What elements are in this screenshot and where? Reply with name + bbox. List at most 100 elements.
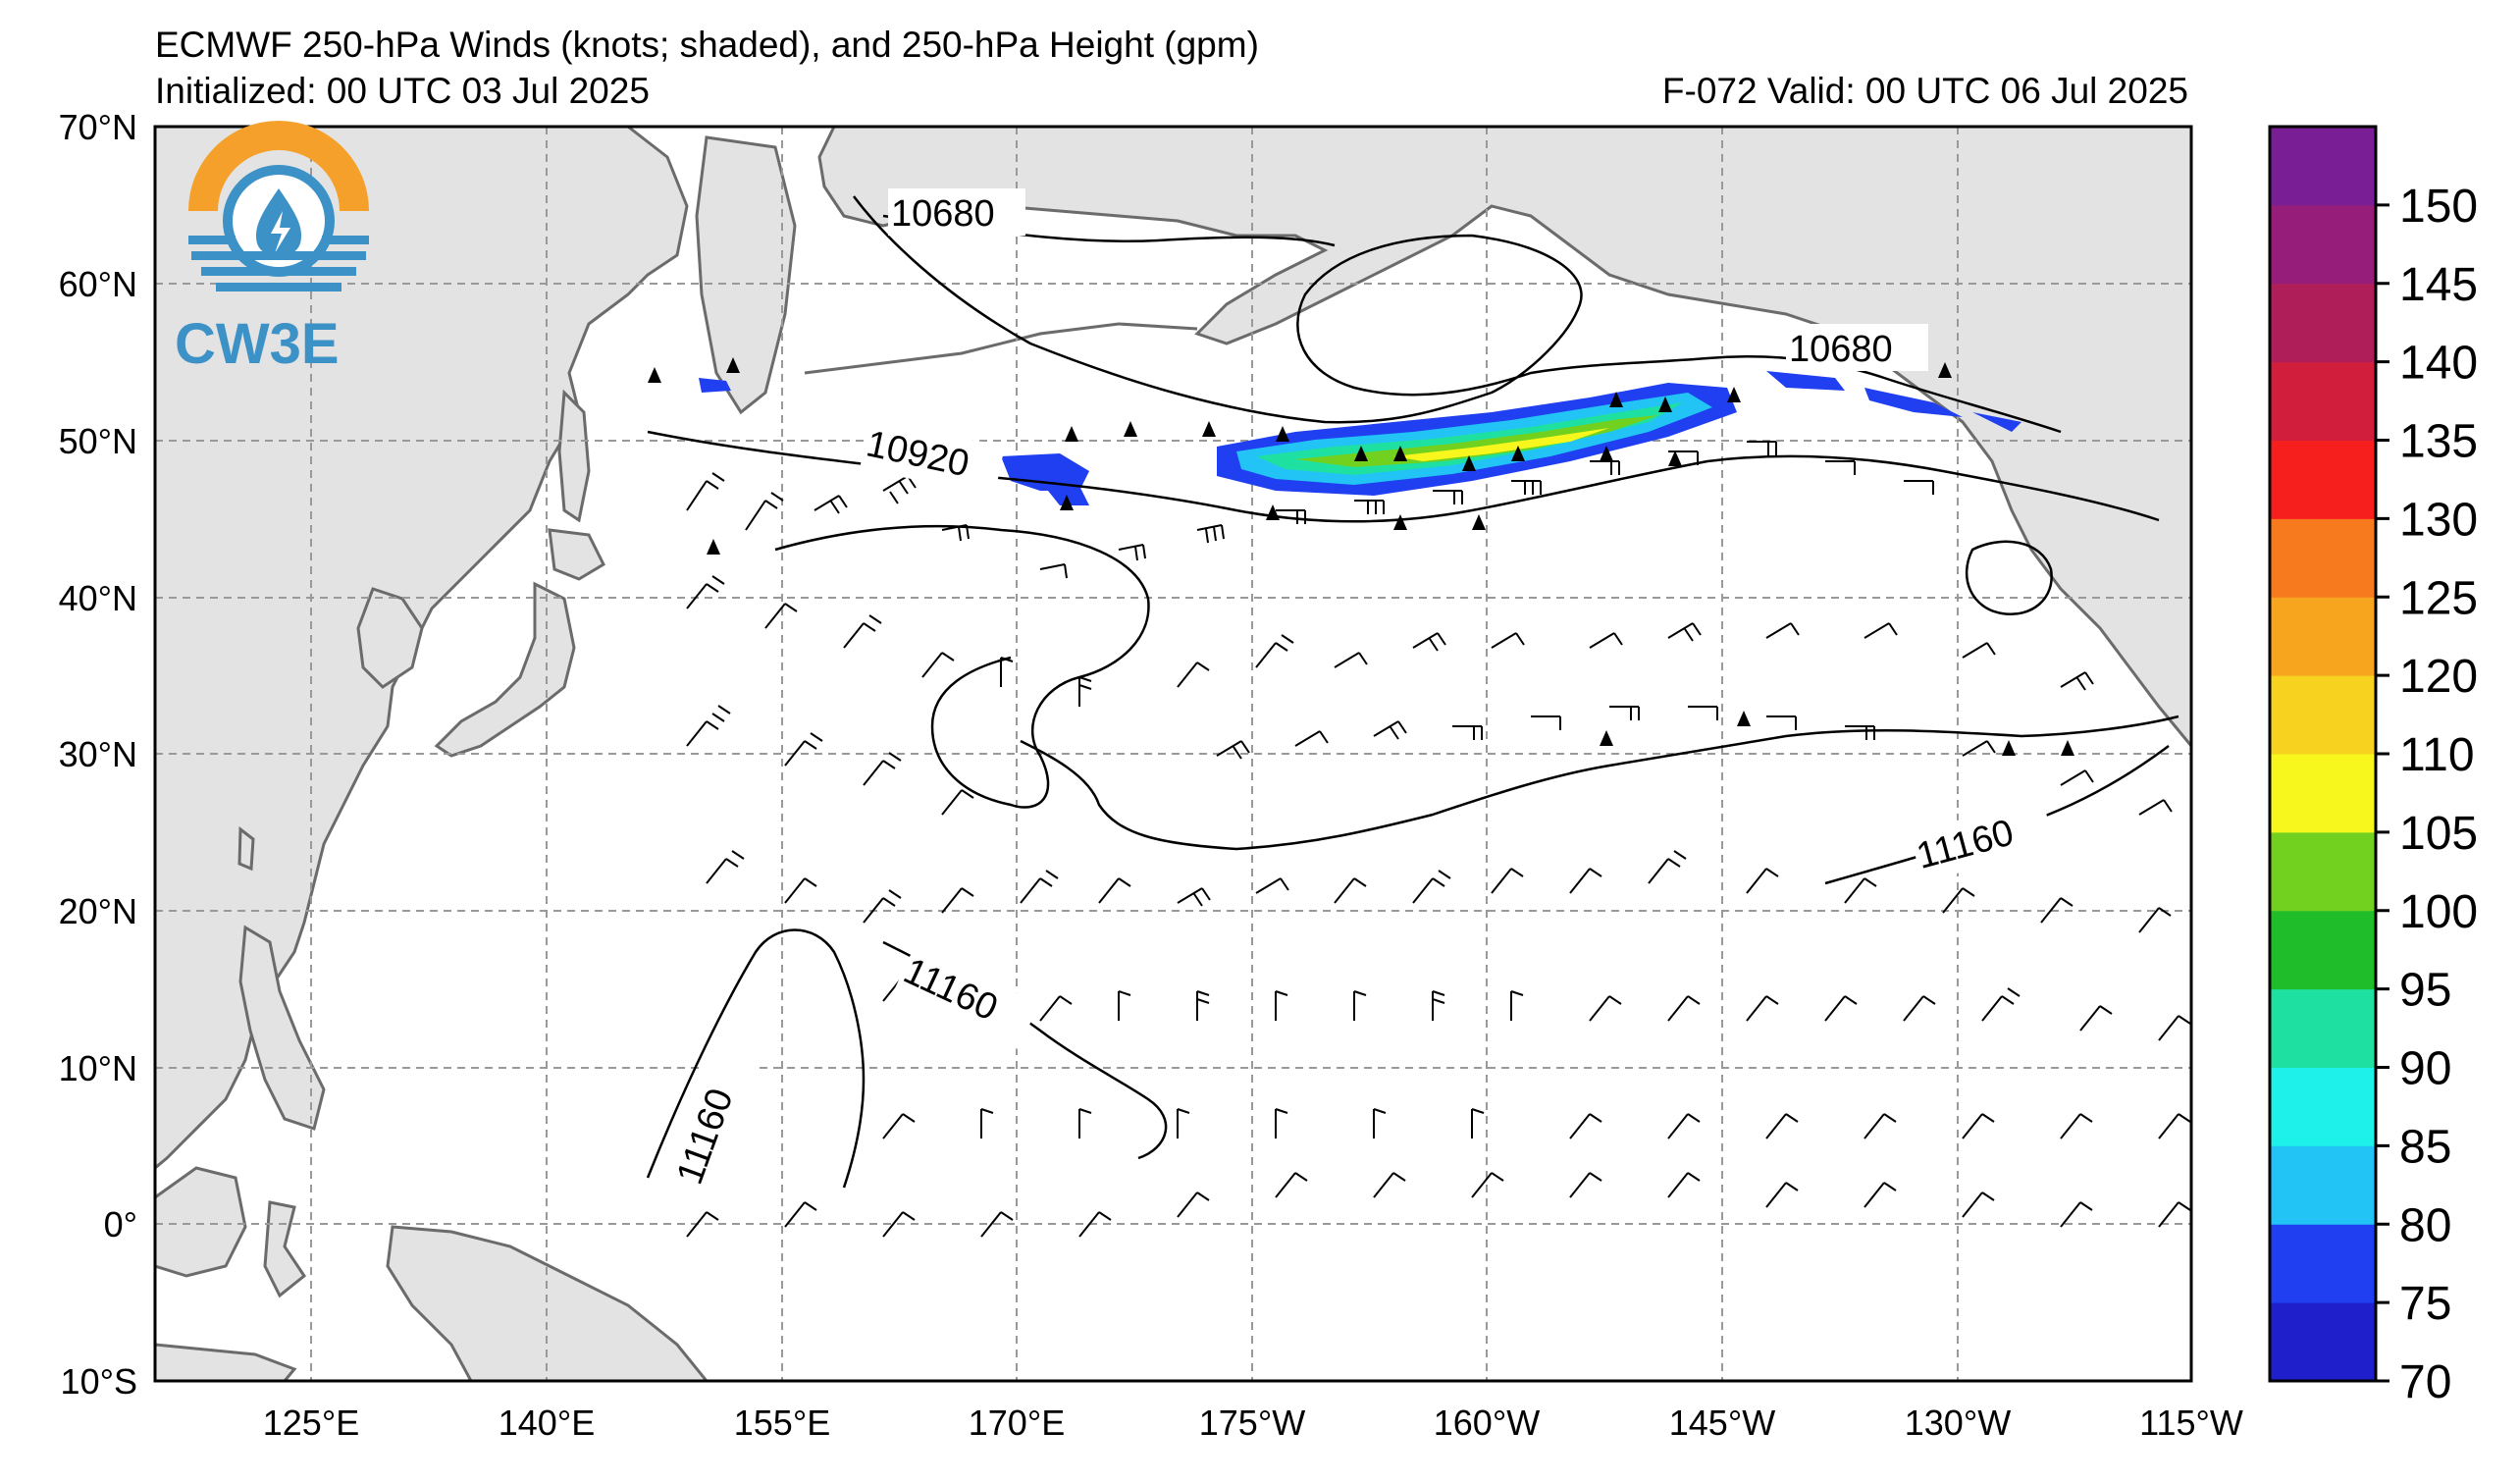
- colorbar-segment: [2270, 988, 2376, 1068]
- landmass-sulawesi: [263, 1200, 307, 1298]
- wind-barbs: [686, 441, 2191, 1238]
- colorbar-segment: [2270, 361, 2376, 441]
- landmass-new-guinea: [386, 1225, 709, 1381]
- colorbar-segment: [2270, 1224, 2376, 1303]
- cw3e-logo: CW3E: [175, 121, 369, 376]
- colorbar-label: 145: [2399, 259, 2478, 311]
- contour-11160-west: [646, 928, 866, 1189]
- lon-label: 170°E: [969, 1403, 1065, 1443]
- landmass-borneo: [155, 1166, 247, 1278]
- logo-text: CW3E: [175, 312, 340, 376]
- logo-wave: [201, 267, 356, 276]
- initialized-time: Initialized: 00 UTC 03 Jul 2025: [155, 71, 650, 111]
- logo-wave: [322, 236, 369, 244]
- lon-label: 155°E: [734, 1403, 830, 1443]
- lat-label: 10°N: [59, 1048, 137, 1088]
- map-frame: [153, 125, 2193, 1383]
- gridlines: [155, 127, 2191, 1381]
- logo-wave: [191, 251, 366, 260]
- colorbar-label: 150: [2399, 181, 2478, 233]
- colorbar-label: 105: [2399, 808, 2478, 860]
- lat-label: 20°N: [59, 891, 137, 931]
- lightning-bolt-icon: [271, 211, 290, 253]
- map-content: 10680 10680 10920 11160 11160 11160: [155, 127, 2191, 1381]
- colorbar-label: 75: [2399, 1278, 2451, 1330]
- contour-11160-east: [1020, 715, 2179, 851]
- colorbar: 70 75 80 85 90 95 100 105 110 120 125 130 135 140 145 1…: [2268, 125, 2478, 1408]
- lat-label: 10°S: [61, 1361, 137, 1402]
- landmass-japan: [434, 581, 576, 758]
- contour-10920-south: [774, 524, 1150, 809]
- contour-label-bg: [860, 418, 1005, 497]
- landmass-kamchatka: [695, 135, 797, 415]
- logo-sun-arc: [188, 121, 369, 211]
- lon-label: 160°W: [1434, 1403, 1540, 1443]
- colorbar-segment: [2270, 283, 2376, 363]
- lon-label: 140°E: [499, 1403, 595, 1443]
- lat-label: 40°N: [59, 578, 137, 618]
- lat-label: 0°: [104, 1204, 137, 1245]
- valid-time: F-072 Valid: 00 UTC 06 Jul 2025: [1661, 71, 2188, 111]
- lon-label: 175°W: [1199, 1403, 1305, 1443]
- landmass-sakhalin: [557, 389, 591, 523]
- colorbar-segment: [2270, 518, 2376, 598]
- jet-stream-shading: [699, 371, 2021, 505]
- colorbar-segment: [2270, 1067, 2376, 1146]
- aleutian-islands: [804, 322, 1198, 375]
- colorbar-label: 90: [2399, 1043, 2451, 1095]
- colorbar-label: 95: [2399, 965, 2451, 1017]
- colorbar-label: 125: [2399, 572, 2478, 624]
- colorbar-segment: [2270, 910, 2376, 990]
- colorbar-segment: [2270, 204, 2376, 285]
- lat-label: 50°N: [59, 421, 137, 461]
- contour-10680-line: [853, 195, 2062, 434]
- colorbar-segment: [2270, 440, 2376, 519]
- lon-label: 125°E: [263, 1403, 359, 1443]
- colorbar-label: 85: [2399, 1121, 2451, 1173]
- contour-label-bg: [893, 944, 1040, 1050]
- latitude-labels: 70°N 60°N 50°N 40°N 30°N 20°N 10°N 0° 10…: [59, 107, 137, 1402]
- contour-label-bg: [888, 188, 1025, 236]
- lon-label: 145°W: [1669, 1403, 1775, 1443]
- colorbar-segment: [2270, 127, 2376, 206]
- colorbar-label: 130: [2399, 494, 2478, 546]
- colorbar-label: 120: [2399, 651, 2478, 703]
- colorbar-segment: [2270, 597, 2376, 676]
- landmass-taiwan: [237, 826, 255, 872]
- contour-low-ring: [1965, 540, 2053, 616]
- colorbar-label: 110: [2399, 729, 2475, 781]
- logo-wave: [188, 236, 236, 244]
- colorbar-label: 80: [2399, 1199, 2451, 1251]
- logo-wave: [216, 283, 341, 291]
- contour-label-bg: [1786, 324, 1928, 371]
- wind-pennants: [648, 357, 2074, 756]
- lon-label: 115°W: [2139, 1403, 2243, 1443]
- contour-label-bg: [1909, 797, 2056, 883]
- longitude-labels: 125°E 140°E 155°E 170°E 175°W 160°W 145°…: [263, 1403, 2243, 1443]
- colorbar-segment: [2270, 754, 2376, 833]
- colorbar-label: 135: [2399, 416, 2478, 468]
- landmass-hokkaido: [548, 528, 605, 581]
- chart-title: ECMWF 250-hPa Winds (knots; shaded), and…: [155, 25, 1259, 65]
- landmass-asia: [155, 127, 689, 1170]
- colorbar-segment: [2270, 1145, 2376, 1225]
- landmass-philippines: [238, 925, 326, 1131]
- lat-label: 30°N: [59, 734, 137, 774]
- colorbar-label: 70: [2399, 1356, 2451, 1408]
- height-contours: [646, 195, 2179, 1189]
- lat-label: 70°N: [59, 107, 137, 147]
- colorbar-segment: [2270, 831, 2376, 912]
- lon-label: 130°W: [1905, 1403, 2011, 1443]
- lat-label: 60°N: [59, 264, 137, 304]
- colorbar-label: 100: [2399, 886, 2478, 938]
- landmass-java: [155, 1343, 297, 1381]
- colorbar-segment: [2270, 675, 2376, 755]
- contour-label-bg: [663, 1046, 760, 1193]
- contour-label: 10680: [891, 193, 995, 235]
- landmass-north-america: [817, 127, 2191, 749]
- landmass-korea: [356, 587, 424, 689]
- colorbar-segment: [2270, 1302, 2376, 1382]
- contour-label: 10680: [1789, 329, 1893, 370]
- colorbar-label: 140: [2399, 338, 2478, 390]
